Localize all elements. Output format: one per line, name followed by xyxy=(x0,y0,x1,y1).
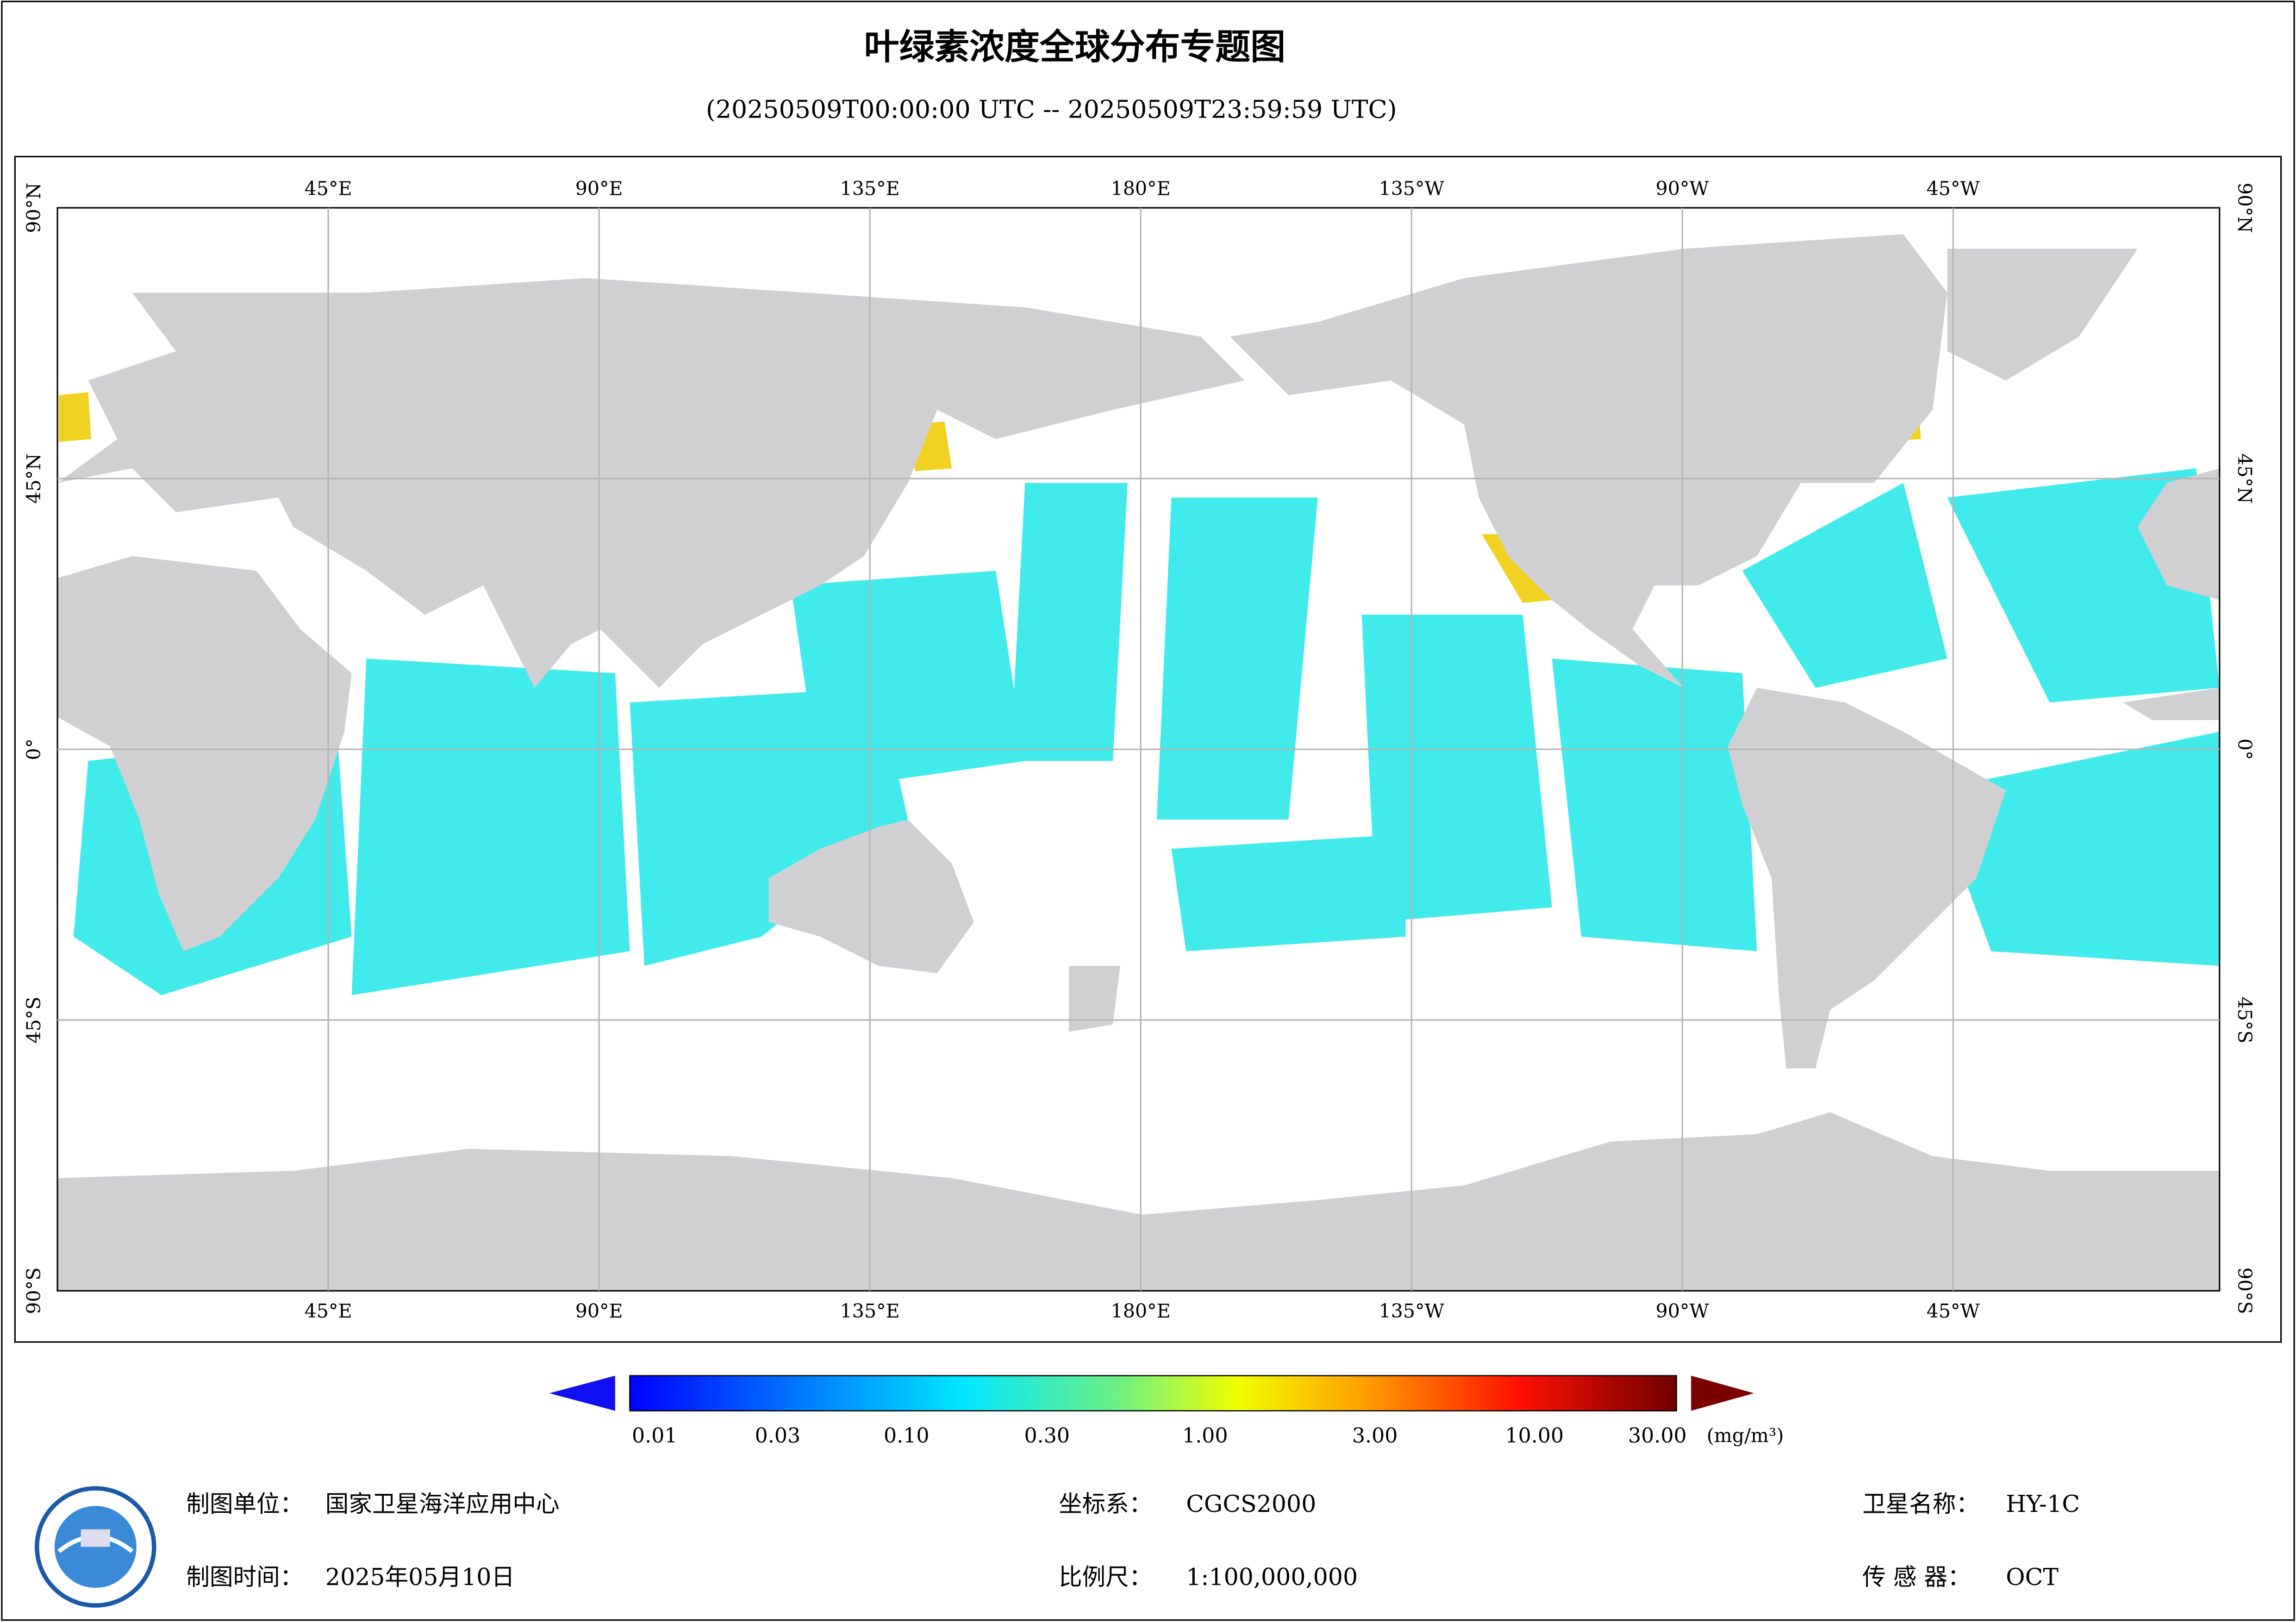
subtitle: (20250509T00:00:00 UTC -- 20250509T23:59… xyxy=(706,94,1397,124)
land xyxy=(57,234,2220,1291)
colorbar-ramp xyxy=(629,1375,1677,1412)
footer-value: HY-1C xyxy=(2006,1490,2080,1517)
left-lat-label: 0° xyxy=(23,739,45,760)
footer-label: 制图单位： xyxy=(186,1490,303,1517)
bottom-lon-label: 180°E xyxy=(1111,1300,1171,1322)
colorbar-tick-label: 0.01 xyxy=(632,1424,678,1448)
colorbar-tick-label: 3.00 xyxy=(1352,1424,1398,1448)
bottom-lon-label: 90°E xyxy=(575,1300,623,1322)
footer-value: 国家卫星海洋应用中心 xyxy=(325,1490,560,1517)
colorbar-max-arrow xyxy=(1691,1375,1754,1411)
top-lon-label: 180°E xyxy=(1111,178,1171,200)
colorbar-tick-label: 30.00 xyxy=(1628,1424,1687,1448)
footer-value: CGCS2000 xyxy=(1186,1490,1316,1517)
colorbar-labels: 0.01 0.03 0.10 0.30 1.00 3.00 10.00 30.00 xyxy=(632,1424,1687,1448)
top-lon-label: 135°E xyxy=(840,178,900,200)
footer-label: 制图时间： xyxy=(186,1563,303,1591)
bottom-lon-label: 135°W xyxy=(1379,1300,1445,1322)
colorbar-unit: (mg/m³) xyxy=(1707,1424,1784,1447)
colorbar-tick-label: 0.30 xyxy=(1024,1424,1070,1448)
colorbar-tick-label: 0.10 xyxy=(884,1424,930,1448)
map-frame xyxy=(14,155,2282,1343)
footer-value: OCT xyxy=(2006,1563,2059,1591)
colorbar-tick-label: 10.00 xyxy=(1505,1424,1564,1448)
top-lon-label: 135°W xyxy=(1379,178,1445,200)
right-lat-label: 45°S xyxy=(2234,997,2256,1044)
colorbar xyxy=(549,1375,1754,1412)
bottom-lon-label: 45°E xyxy=(305,1300,352,1322)
colorbar-tick-label: 1.00 xyxy=(1182,1424,1228,1448)
bottom-lon-label: 45°W xyxy=(1927,1300,1980,1322)
right-lat-label: 0° xyxy=(2234,739,2256,760)
graticule: 45°E 90°E 135°E 180°E 135°W 90°W 45°W 45°E 90°E 1… xyxy=(23,178,2256,1322)
footer-value: 2025年05月10日 xyxy=(325,1563,515,1591)
footer-value: 1:100,000,000 xyxy=(1186,1563,1358,1591)
right-lat-label: 90°S xyxy=(2234,1268,2256,1314)
colorbar-tick-label: 0.03 xyxy=(755,1424,801,1448)
logo xyxy=(35,1486,156,1608)
top-lon-label: 90°W xyxy=(1656,178,1710,200)
footer-label: 坐标系： xyxy=(1059,1490,1152,1517)
footer-label: 卫星名称： xyxy=(1862,1490,1979,1517)
top-lon-label: 45°W xyxy=(1927,178,1980,200)
left-lat-label: 45°S xyxy=(23,997,45,1044)
left-lat-label: 90°S xyxy=(23,1268,45,1314)
left-lat-label: 90°N xyxy=(23,183,45,233)
bottom-lon-label: 135°E xyxy=(840,1300,900,1322)
bottom-lon-label: 90°W xyxy=(1656,1300,1710,1322)
footer-label: 传 感 器： xyxy=(1862,1563,1971,1591)
colorbar-min-arrow xyxy=(549,1375,615,1411)
top-lon-label: 90°E xyxy=(575,178,623,200)
title: 叶绿素浓度全球分布专题图 xyxy=(864,26,1286,68)
left-lat-label: 45°N xyxy=(23,454,45,504)
top-lon-label: 45°E xyxy=(305,178,352,200)
right-lat-label: 45°N xyxy=(2234,454,2256,504)
footer-label: 比例尺： xyxy=(1059,1563,1152,1591)
right-lat-label: 90°N xyxy=(2234,183,2256,233)
